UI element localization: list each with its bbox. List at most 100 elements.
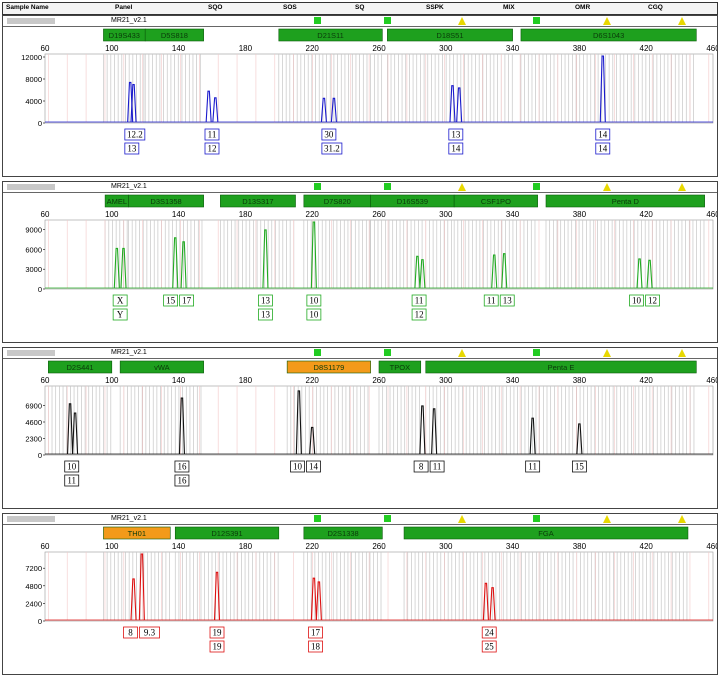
x-tick-label: 460 <box>706 210 717 219</box>
allele-label: 9.3 <box>144 628 156 638</box>
allele-label: 19 <box>213 628 223 638</box>
peak <box>315 581 322 621</box>
allele-box <box>321 142 343 155</box>
locus-label: Penta D <box>612 197 640 206</box>
allele-call: 10 <box>306 308 322 321</box>
qc-warning-icon <box>678 183 686 191</box>
locus-bar <box>387 28 513 42</box>
allele-label: 18 <box>311 642 321 652</box>
locus-label: AMEL <box>107 197 127 206</box>
peak <box>113 247 120 289</box>
allele-box <box>595 128 611 141</box>
peak <box>501 253 508 289</box>
peak <box>449 85 456 123</box>
x-tick-label: 460 <box>706 44 717 53</box>
x-tick-label: 260 <box>372 376 386 385</box>
peak <box>310 221 317 289</box>
redacted-sample-name <box>7 516 55 522</box>
x-tick-label: 460 <box>706 542 717 551</box>
allele-call: 14 <box>306 460 321 473</box>
qc-pass-indicator <box>533 183 540 190</box>
x-tick-label: 140 <box>172 44 186 53</box>
allele-call: 11 <box>429 460 445 473</box>
allele-label: 12 <box>648 296 657 306</box>
qc-pass-indicator <box>314 349 321 356</box>
peak <box>320 97 327 123</box>
qc-warning-icon <box>603 183 611 191</box>
locus-label: D6S1043 <box>593 31 624 40</box>
x-tick-label: 100 <box>105 210 119 219</box>
y-tick-label: 3000 <box>25 265 42 274</box>
peak <box>309 426 316 455</box>
allele-label: 17 <box>182 296 192 306</box>
allele-box <box>112 294 128 307</box>
peak <box>120 247 127 289</box>
allele-label: 10 <box>309 310 319 320</box>
locus-bar <box>174 526 280 540</box>
col-omr: OMR <box>575 4 591 11</box>
allele-label: 8 <box>128 628 133 638</box>
allele-call: 18 <box>308 640 323 653</box>
allele-call: 31.2 <box>321 142 343 155</box>
bin-guides <box>47 386 710 455</box>
qc-warning-icon <box>678 17 686 25</box>
locus-bar <box>403 526 689 540</box>
allele-label: 13 <box>261 310 271 320</box>
allele-call: 14 <box>448 142 464 155</box>
allele-label: 15 <box>575 462 585 472</box>
allele-label: 13 <box>451 130 461 140</box>
x-tick-label: 180 <box>239 542 253 551</box>
allele-box <box>525 460 541 473</box>
electropherogram-panel: MR21_v2.1 AMEL D3S1358 D13S317 D7S820 D16S539… <box>2 181 718 343</box>
qc-pass-indicator <box>314 17 321 24</box>
x-tick-label: 340 <box>506 44 520 53</box>
panel-title-bar: MR21_v2.1 <box>3 182 717 193</box>
x-tick-label: 60 <box>41 210 50 219</box>
allele-call: 10 <box>306 294 322 307</box>
allele-box <box>448 142 464 155</box>
x-tick-label: 300 <box>439 542 453 551</box>
y-tick-label: 6900 <box>25 402 42 411</box>
x-tick-label: 60 <box>41 44 50 53</box>
peak <box>330 97 337 123</box>
allele-box <box>448 128 464 141</box>
allele-label: 12 <box>208 144 217 154</box>
col-sos: SOS <box>283 4 297 11</box>
allele-box <box>209 626 225 639</box>
electropherogram-panel: MR21_v2.1 D19S433 D5S818 D21S11 D18S51 D6S104… <box>2 15 718 177</box>
x-tick-label: 180 <box>239 44 253 53</box>
panel-title-bar: MR21_v2.1 <box>3 16 717 27</box>
redacted-sample-name <box>7 184 55 190</box>
locus-bar <box>144 28 204 42</box>
allele-call: Y <box>112 308 128 321</box>
allele-label: 14 <box>598 130 608 140</box>
allele-call: 15 <box>572 460 587 473</box>
x-tick-label: 340 <box>506 210 520 219</box>
allele-label: 13 <box>127 144 137 154</box>
allele-box <box>308 640 323 653</box>
allele-call: X <box>112 294 128 307</box>
allele-label: 19 <box>213 642 223 652</box>
allele-box <box>629 294 644 307</box>
allele-call: 11 <box>483 294 499 307</box>
allele-label: 13 <box>503 296 513 306</box>
allele-label: 11 <box>208 130 217 140</box>
allele-call: 17 <box>179 294 195 307</box>
plot-area <box>44 219 714 290</box>
peak <box>130 84 137 123</box>
allele-box <box>64 474 80 487</box>
y-tick-label: 8000 <box>25 75 42 84</box>
x-tick-label: 420 <box>640 542 654 551</box>
locus-bar <box>453 194 538 208</box>
allele-call: 24 <box>481 626 497 639</box>
peak <box>576 423 583 455</box>
locus-label: D18S51 <box>436 31 463 40</box>
allele-call: 11 <box>411 294 427 307</box>
locus-label: TH01 <box>128 529 146 538</box>
allele-box <box>124 142 140 155</box>
allele-box <box>429 460 445 473</box>
x-tick-label: 220 <box>306 44 320 53</box>
locus-label: D7S820 <box>324 197 351 206</box>
allele-box <box>308 626 323 639</box>
